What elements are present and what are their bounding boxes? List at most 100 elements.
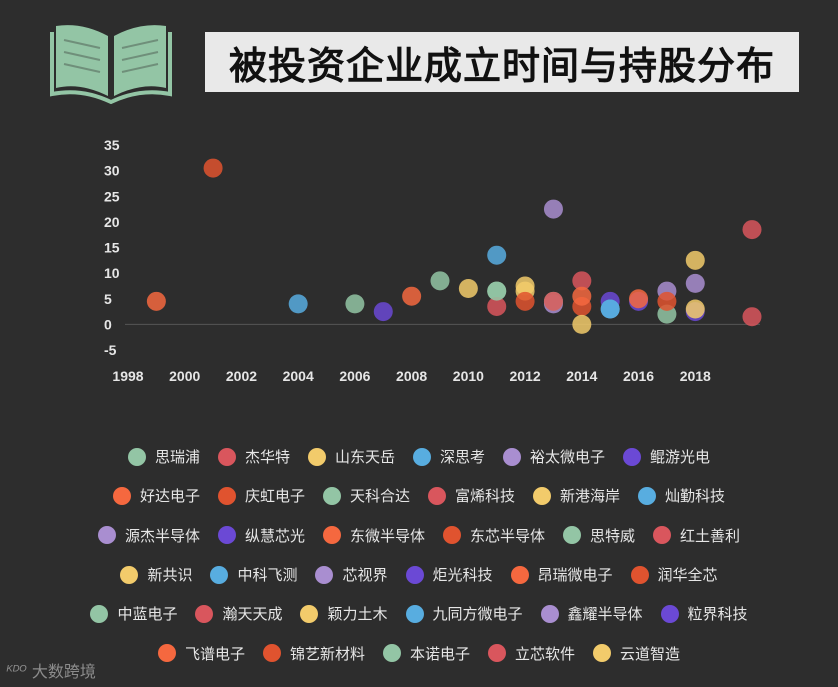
- scatter-point[interactable]: [203, 158, 223, 178]
- legend-item[interactable]: 思特威: [563, 525, 635, 546]
- x-tick-label: 2014: [566, 368, 597, 384]
- legend-item[interactable]: 裕太微电子: [503, 446, 605, 467]
- scatter-point[interactable]: [685, 250, 705, 270]
- scatter-point[interactable]: [572, 314, 592, 334]
- legend-item[interactable]: 粒界科技: [660, 603, 748, 624]
- legend-label: 新港海岸: [560, 488, 621, 506]
- scatter-point[interactable]: [146, 291, 166, 311]
- scatter-point[interactable]: [572, 286, 592, 306]
- scatter-point[interactable]: [402, 286, 422, 306]
- legend-swatch: [413, 447, 431, 466]
- legend-label: 中蓝电子: [117, 606, 178, 624]
- legend-label: 好达电子: [139, 488, 200, 506]
- legend-item[interactable]: 灿勤科技: [638, 485, 725, 506]
- legend-swatch: [97, 526, 116, 545]
- legend-swatch: [195, 604, 214, 623]
- legend-item[interactable]: 天科合达: [322, 485, 410, 506]
- legend-item[interactable]: 九同方微电子: [405, 603, 523, 624]
- legend-item[interactable]: 新港海岸: [533, 485, 620, 506]
- legend-item[interactable]: 山东天岳: [307, 446, 395, 467]
- legend-row: 飞谱电子 锦艺新材料 本诺电子 立芯软件 云道智造: [149, 633, 689, 672]
- legend-item[interactable]: 芯视界: [315, 564, 388, 585]
- scatter-point[interactable]: [373, 302, 393, 322]
- book-icon: [50, 25, 172, 104]
- legend-item[interactable]: 润华全芯: [630, 564, 718, 585]
- title-banner: 被投资企业成立时间与持股分布: [205, 32, 799, 92]
- legend-swatch: [217, 486, 236, 505]
- legend-item[interactable]: 昂瑞微电子: [510, 564, 613, 585]
- legend-swatch: [322, 486, 341, 505]
- legend-item[interactable]: 飞谱电子: [157, 643, 245, 664]
- scatter-point[interactable]: [629, 289, 649, 309]
- scatter-point[interactable]: [487, 296, 507, 316]
- legend-item[interactable]: 思瑞浦: [127, 446, 200, 467]
- legend-item[interactable]: 颖力土木: [300, 603, 388, 624]
- legend-swatch: [300, 604, 319, 623]
- legend-item[interactable]: 云道智造: [593, 643, 680, 664]
- scatter-point[interactable]: [657, 291, 677, 311]
- x-tick-label: 2008: [396, 368, 427, 384]
- scatter-point[interactable]: [515, 291, 535, 311]
- scatter-point[interactable]: [487, 245, 507, 265]
- legend-label: 云道智造: [620, 645, 681, 663]
- legend-item[interactable]: 东微半导体: [322, 525, 425, 546]
- legend-swatch: [210, 565, 229, 584]
- legend-label: 纵慧芯光: [244, 527, 305, 545]
- legend-label: 杰华特: [244, 449, 290, 467]
- legend-item[interactable]: 锦艺新材料: [262, 643, 365, 664]
- y-tick-label: 25: [104, 188, 120, 204]
- y-tick-label: 5: [104, 291, 112, 307]
- legend-item[interactable]: 纵慧芯光: [217, 525, 305, 546]
- legend-label: 颖力土木: [327, 606, 388, 624]
- legend-item[interactable]: 新共识: [120, 564, 192, 585]
- scatter-point[interactable]: [543, 291, 563, 311]
- legend-item[interactable]: 立芯软件: [488, 643, 575, 664]
- legend-label: 鑫耀半导体: [567, 606, 643, 624]
- legend-item[interactable]: 庆虹电子: [217, 485, 305, 506]
- scatter-point[interactable]: [600, 299, 620, 319]
- legend-swatch: [120, 565, 139, 584]
- legend-item[interactable]: 中蓝电子: [90, 603, 177, 624]
- scatter-point[interactable]: [288, 294, 308, 314]
- scatter-point[interactable]: [487, 281, 507, 301]
- scatter-point[interactable]: [345, 294, 365, 314]
- y-tick-label: 15: [104, 240, 120, 256]
- scatter-point[interactable]: [572, 271, 592, 291]
- legend-item[interactable]: 红土善利: [653, 525, 740, 546]
- legend-item[interactable]: 东芯半导体: [443, 525, 545, 546]
- legend-item[interactable]: 好达电子: [112, 485, 200, 506]
- legend-swatch: [593, 644, 612, 663]
- scatter-point[interactable]: [458, 279, 478, 298]
- legend-swatch: [112, 486, 131, 505]
- legend-label: 飞谱电子: [184, 645, 245, 663]
- legend-swatch: [510, 565, 529, 584]
- legend-item[interactable]: 本诺电子: [382, 643, 470, 664]
- scatter-point[interactable]: [543, 199, 563, 219]
- legend-item[interactable]: 炬光科技: [405, 564, 493, 585]
- legend-swatch: [623, 447, 642, 466]
- legend-label: 天科合达: [349, 488, 410, 506]
- legend-swatch: [405, 565, 424, 584]
- chart-title: 被投资企业成立时间与持股分布: [228, 45, 775, 88]
- legend-item[interactable]: 富烯科技: [428, 485, 515, 506]
- y-tick-label: 35: [104, 137, 120, 153]
- scatter-point[interactable]: [742, 220, 762, 240]
- legend-item[interactable]: 杰华特: [217, 446, 290, 467]
- scatter-point[interactable]: [685, 299, 705, 319]
- legend-item[interactable]: 源杰半导体: [97, 525, 200, 546]
- scatter-point[interactable]: [742, 307, 762, 327]
- scatter-point[interactable]: [685, 273, 705, 293]
- legend-swatch: [503, 447, 522, 466]
- legend-label: 东芯半导体: [470, 527, 546, 545]
- x-tick-label: 1998: [112, 368, 143, 384]
- legend-item[interactable]: 深思考: [413, 446, 485, 467]
- legend-label: 锦艺新材料: [289, 645, 365, 663]
- legend-item[interactable]: 鑫耀半导体: [540, 603, 643, 624]
- legend-item[interactable]: 鲲游光电: [623, 446, 710, 467]
- scatter-point[interactable]: [430, 271, 450, 291]
- legend-label: 芯视界: [342, 567, 388, 585]
- legend-item[interactable]: 瀚天天成: [195, 603, 282, 624]
- legend-item[interactable]: 中科飞测: [210, 564, 297, 585]
- legend-label: 东微半导体: [349, 527, 425, 545]
- x-tick-label: 2004: [283, 368, 314, 384]
